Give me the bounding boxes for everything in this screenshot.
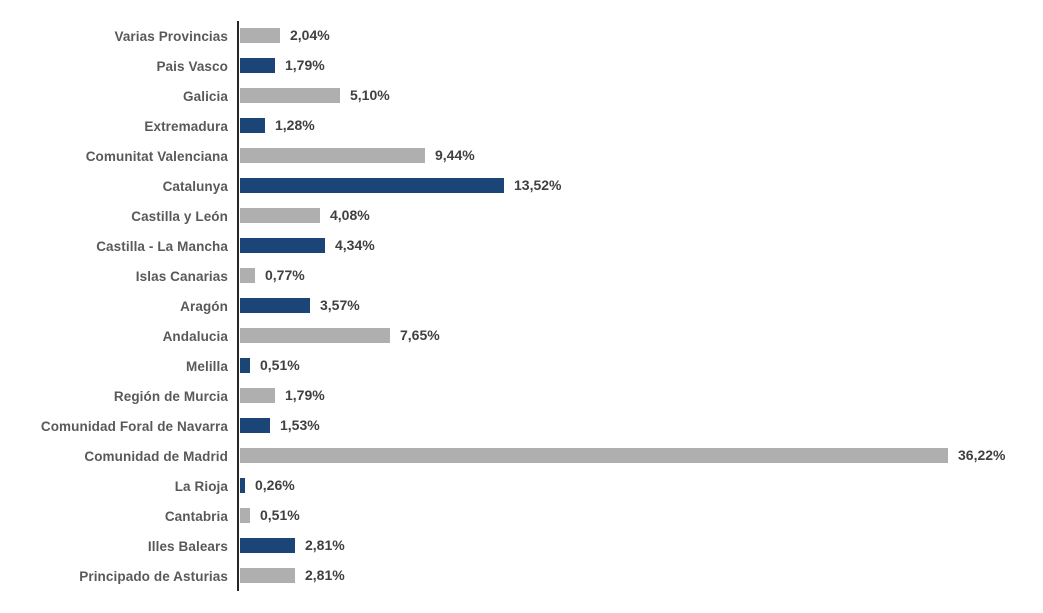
bar-comunidad-foral-de-navarra	[240, 418, 270, 433]
bar-row: Castilla y León 4,08%	[0, 201, 1043, 231]
category-label: Principado de Asturias	[79, 568, 228, 584]
bar-row: Aragón 3,57%	[0, 291, 1043, 321]
bar-regi-n-de-murcia	[240, 388, 275, 403]
value-label: 1,28%	[275, 117, 315, 133]
bar-row: Islas Canarias 0,77%	[0, 261, 1043, 291]
value-label: 1,79%	[285, 57, 325, 73]
bar-row: Cantabria 0,51%	[0, 501, 1043, 531]
bar-row: Galicia 5,10%	[0, 81, 1043, 111]
bar-arag-n	[240, 298, 310, 313]
category-label: Aragón	[180, 298, 228, 314]
bar-principado-de-asturias	[240, 568, 295, 583]
bar-row: La Rioja 0,26%	[0, 471, 1043, 501]
value-label: 36,22%	[958, 447, 1006, 463]
bar-row: Catalunya 13,52%	[0, 171, 1043, 201]
value-label: 1,79%	[285, 387, 325, 403]
bar-catalunya	[240, 178, 504, 193]
value-label: 2,81%	[305, 567, 345, 583]
bar-row: Comunitat Valenciana 9,44%	[0, 141, 1043, 171]
bar-castilla-y-le-n	[240, 208, 320, 223]
category-label: Varias Provincias	[114, 28, 228, 44]
category-label: Illes Balears	[147, 538, 228, 554]
bar-row: Melilla 0,51%	[0, 351, 1043, 381]
bar-castilla-la-mancha	[240, 238, 325, 253]
value-label: 7,65%	[400, 327, 440, 343]
bar-extremadura	[240, 118, 265, 133]
value-label: 2,81%	[305, 537, 345, 553]
value-label: 0,77%	[265, 267, 305, 283]
bar-row: Illes Balears 2,81%	[0, 531, 1043, 561]
bar-illes-balears	[240, 538, 295, 553]
bar-row: Comunidad de Madrid 36,22%	[0, 441, 1043, 471]
bar-galicia	[240, 88, 340, 103]
category-label: Islas Canarias	[135, 268, 228, 284]
bar-comunitat-valenciana	[240, 148, 425, 163]
bar-row: Varias Provincias 2,04%	[0, 21, 1043, 51]
category-label: Castilla - La Mancha	[96, 238, 228, 254]
bar-row: Principado de Asturias 2,81%	[0, 561, 1043, 591]
value-label: 4,08%	[330, 207, 370, 223]
value-label: 4,34%	[335, 237, 375, 253]
bar-row: Pais Vasco 1,79%	[0, 51, 1043, 81]
value-label: 5,10%	[350, 87, 390, 103]
category-label: Pais Vasco	[156, 58, 228, 74]
value-label: 13,52%	[514, 177, 562, 193]
value-label: 1,53%	[280, 417, 320, 433]
bar-pais-vasco	[240, 58, 275, 73]
bar-cantabria	[240, 508, 250, 523]
category-label: Cantabria	[164, 508, 228, 524]
value-label: 0,26%	[255, 477, 295, 493]
category-label: Galicia	[183, 88, 228, 104]
category-label: Andalucia	[162, 328, 228, 344]
bar-andalucia	[240, 328, 390, 343]
value-label: 0,51%	[260, 357, 300, 373]
bar-islas-canarias	[240, 268, 255, 283]
category-label: Comunidad de Madrid	[84, 448, 228, 464]
bar-row: Comunidad Foral de Navarra 1,53%	[0, 411, 1043, 441]
bar-varias-provincias	[240, 28, 280, 43]
bar-row: Castilla - La Mancha 4,34%	[0, 231, 1043, 261]
bar-la-rioja	[240, 478, 245, 493]
category-label: Región de Murcia	[113, 388, 228, 404]
category-label: Comunitat Valenciana	[85, 148, 228, 164]
bar-melilla	[240, 358, 250, 373]
category-label: Catalunya	[162, 178, 228, 194]
bar-row: Andalucia 7,65%	[0, 321, 1043, 351]
bar-comunidad-de-madrid	[240, 448, 948, 463]
value-label: 0,51%	[260, 507, 300, 523]
category-label: La Rioja	[174, 478, 228, 494]
value-label: 9,44%	[435, 147, 475, 163]
value-label: 3,57%	[320, 297, 360, 313]
bar-chart: Varias Provincias 2,04% Pais Vasco 1,79% Gal…	[0, 21, 1043, 591]
category-label: Extremadura	[144, 118, 228, 134]
value-label: 2,04%	[290, 27, 330, 43]
category-label: Castilla y León	[131, 208, 228, 224]
bar-row: Extremadura 1,28%	[0, 111, 1043, 141]
category-label: Melilla	[186, 358, 228, 374]
category-axis-line	[237, 21, 239, 591]
bar-row: Región de Murcia 1,79%	[0, 381, 1043, 411]
category-label: Comunidad Foral de Navarra	[40, 418, 228, 434]
